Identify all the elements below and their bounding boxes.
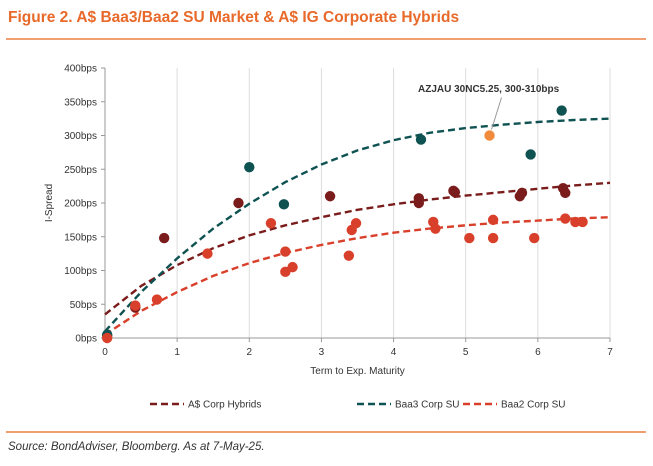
- data-point: [202, 248, 213, 259]
- y-tick-label: 150bps: [64, 232, 97, 243]
- figure-title: Figure 2. A$ Baa3/Baa2 SU Market & A$ IG…: [8, 9, 460, 26]
- trend-line: [104, 216, 611, 336]
- x-tick-label: 4: [391, 347, 397, 358]
- title-rule: [6, 38, 646, 40]
- y-tick-label: 200bps: [64, 199, 97, 210]
- y-tick-label: 0bps: [75, 334, 97, 345]
- x-tick-label: 3: [319, 347, 325, 358]
- data-point: [449, 187, 461, 198]
- data-point: [158, 232, 170, 244]
- y-tick-label: 250bps: [64, 165, 97, 176]
- scatter-chart: 0bps 50bps 100bps 150bps 200bps 250bps 300bps 3…: [44, 64, 613, 411]
- x-axis-label: Term to Exp. Maturity: [310, 366, 404, 377]
- data-point: [280, 246, 291, 257]
- x-tick-label: 0: [102, 347, 108, 358]
- data-point: [487, 232, 499, 244]
- y-tick-label: 50bps: [70, 300, 97, 311]
- data-point: [233, 197, 244, 209]
- data-point: [560, 213, 571, 224]
- data-point: [350, 218, 362, 229]
- data-point: [413, 197, 425, 209]
- data-point: [265, 218, 277, 229]
- data-point: [101, 332, 113, 344]
- x-tick-label: 7: [607, 347, 613, 358]
- y-tick-label: 400bps: [64, 64, 97, 75]
- data-point: [525, 149, 536, 160]
- legend-label: Baa2 Corp SU: [501, 400, 565, 411]
- data-point: [570, 216, 581, 228]
- trend-line: [104, 181, 611, 316]
- data-point: [464, 232, 475, 244]
- highlight-point: [484, 130, 495, 141]
- legend-label: A$ Corp Hybrids: [188, 400, 261, 411]
- data-point: [278, 199, 290, 210]
- data-point: [324, 191, 336, 202]
- y-tick-label: 350bps: [64, 97, 97, 108]
- y-tick-label: 300bps: [64, 131, 97, 142]
- x-tick-label: 6: [535, 347, 541, 358]
- data-point: [560, 187, 571, 199]
- footer-rule: [6, 431, 646, 433]
- annotation-leader: [491, 97, 502, 130]
- data-point: [430, 223, 441, 234]
- annotation-label: AZJAU 30NC5.25, 300-310bps: [418, 84, 560, 95]
- data-point: [287, 261, 298, 273]
- data-point: [151, 294, 163, 305]
- data-point: [130, 300, 141, 311]
- x-tick-label: 1: [174, 347, 180, 358]
- data-point: [529, 232, 540, 244]
- source-note: Source: BondAdviser, Bloomberg. As at 7-…: [8, 441, 265, 453]
- data-point: [577, 216, 588, 228]
- y-tick-label: 100bps: [64, 266, 97, 277]
- data-point: [487, 214, 499, 226]
- y-axis-label: I-Spread: [44, 184, 55, 222]
- data-point: [516, 187, 528, 199]
- data-point: [415, 134, 427, 145]
- data-point: [556, 105, 567, 116]
- trend-line: [104, 117, 611, 333]
- x-tick-label: 5: [463, 347, 469, 358]
- data-point: [343, 250, 355, 261]
- legend-label: Baa3 Corp SU: [395, 400, 459, 411]
- x-tick-label: 2: [247, 347, 253, 358]
- data-point: [244, 162, 255, 173]
